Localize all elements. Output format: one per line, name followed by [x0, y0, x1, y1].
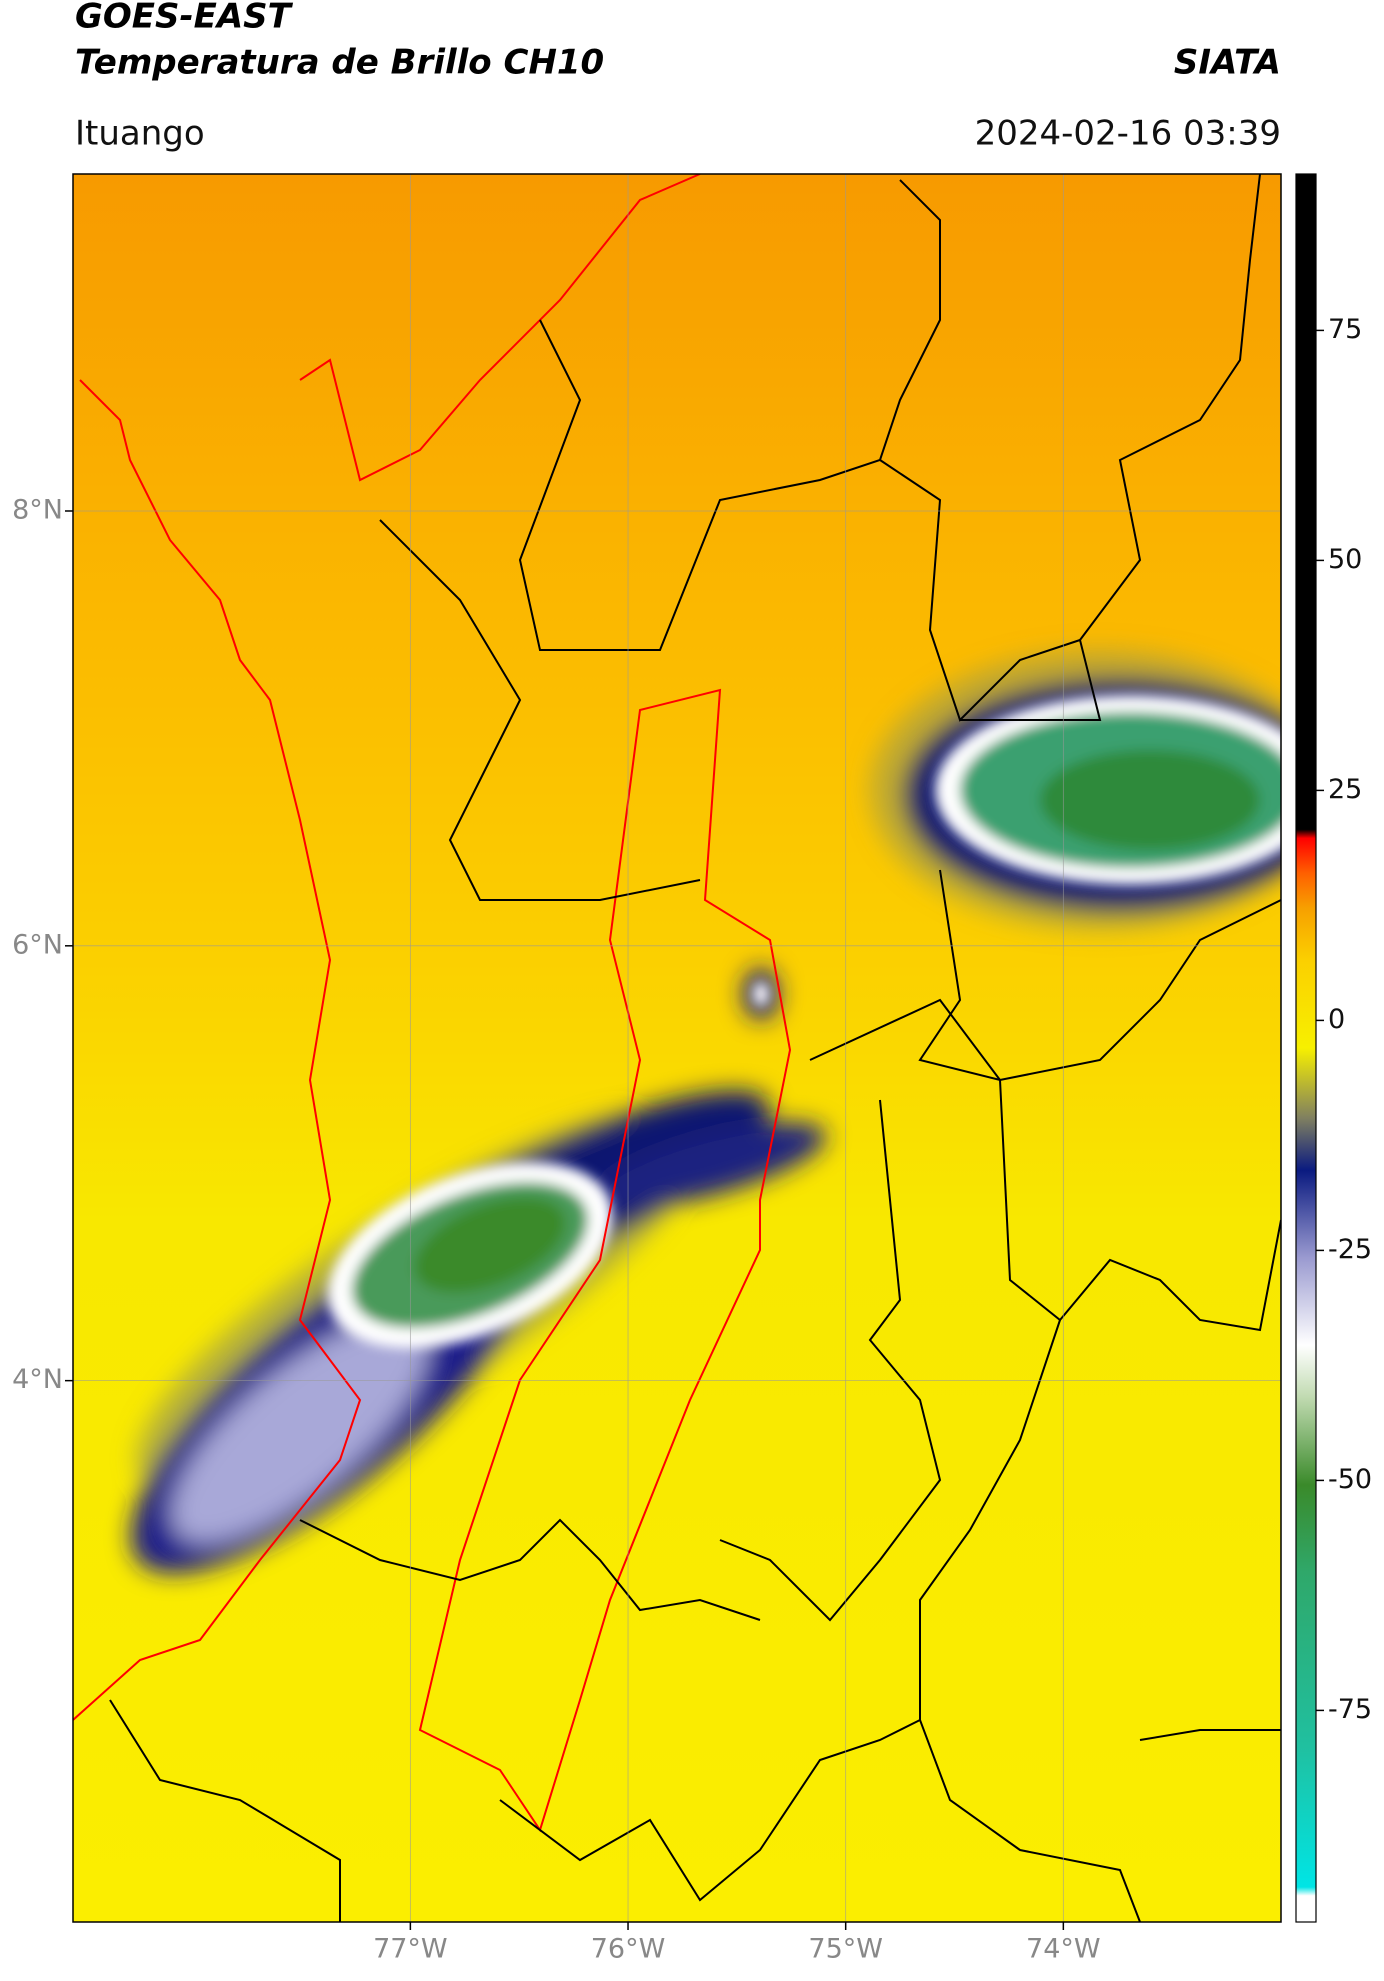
graticule [73, 174, 1281, 1922]
cold-cloud-tops [327, 695, 1281, 1349]
temperature-field [73, 174, 1281, 1922]
lon-tick-label: 77°W [373, 1934, 448, 1965]
colorbar-tick-label: 25 [1328, 774, 1362, 805]
lon-tick-label: 76°W [591, 1934, 666, 1965]
map-area [73, 174, 1281, 1922]
colorbar-tick-label: -50 [1328, 1464, 1372, 1495]
colorbar-tick-label: 0 [1328, 1004, 1345, 1035]
subtitle: Temperatura de Brillo CH10 [75, 43, 604, 83]
colorbar-tick-label: -75 [1328, 1694, 1372, 1725]
lat-tick-label: 6°N [12, 929, 63, 960]
colorbar-tick-label: -25 [1328, 1234, 1372, 1265]
lat-tick-label: 8°N [12, 494, 63, 525]
borders [73, 174, 1281, 1922]
colorbar-tick-label: 50 [1328, 544, 1362, 575]
location: Ituango [75, 114, 205, 154]
title: GOES-EAST [75, 0, 294, 37]
colorbar [1295, 173, 1317, 1923]
map-frame [72, 173, 1282, 1923]
lon-tick-label: 74°W [1026, 1934, 1101, 1965]
lat-tick-label: 4°N [12, 1364, 63, 1395]
datetime: 2024-02-16 03:39 [975, 114, 1281, 154]
source: SIATA [1174, 43, 1281, 83]
lon-tick-label: 75°W [808, 1934, 883, 1965]
colorbar-tick-label: 75 [1328, 314, 1362, 345]
